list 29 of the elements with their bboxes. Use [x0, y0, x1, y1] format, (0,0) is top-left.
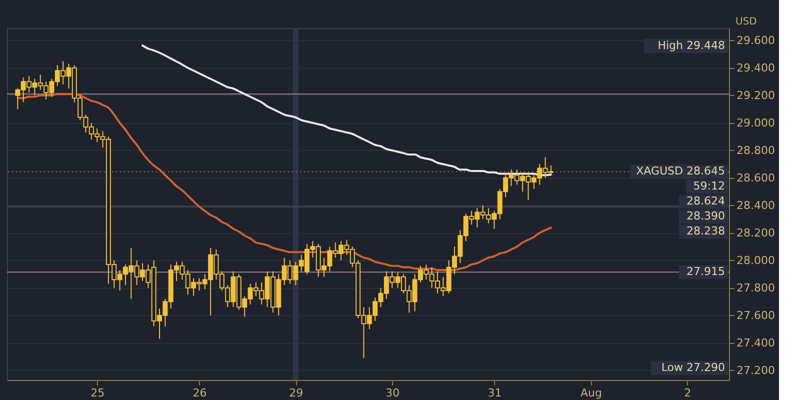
y-tick-label: 27.600 [736, 308, 775, 322]
y-tick-label: 27.400 [736, 336, 775, 350]
x-tick-label: 31 [488, 386, 502, 400]
y-tick-label: 29.000 [736, 116, 775, 130]
annotation: Low 27.290 [661, 361, 725, 374]
x-tick-label: 26 [192, 386, 207, 400]
y-tick-label: 27.800 [736, 281, 775, 294]
y-tick-label: 29.600 [736, 34, 775, 47]
x-tick-label: 25 [90, 386, 105, 400]
y-tick-label: 29.400 [736, 61, 775, 74]
y-tick-label: 27.200 [736, 364, 775, 377]
x-tick-label: 2 [684, 386, 692, 400]
annotation: 28.238 [686, 224, 725, 238]
y-tick-label: 29.200 [736, 88, 775, 102]
y-tick-label: 28.000 [736, 254, 775, 267]
y-tick-label: 28.800 [736, 144, 775, 157]
annotation: High 29.448 [658, 39, 725, 52]
y-axis-title: USD [736, 16, 758, 28]
x-tick-label: Aug [580, 386, 602, 400]
x-tick-label: 29 [289, 386, 304, 400]
annotation: 27.915 [686, 265, 725, 278]
y-tick-label: 28.600 [736, 171, 775, 184]
annotation: 59:12 [693, 180, 725, 193]
y-tick-label: 28.400 [736, 198, 775, 212]
annotation: 28.624 [686, 194, 725, 208]
annotation: XAGUSD 28.645 [636, 164, 725, 178]
annotation: 28.390 [686, 210, 725, 223]
y-tick-label: 28.200 [736, 226, 775, 240]
x-tick-label: 30 [386, 386, 400, 400]
